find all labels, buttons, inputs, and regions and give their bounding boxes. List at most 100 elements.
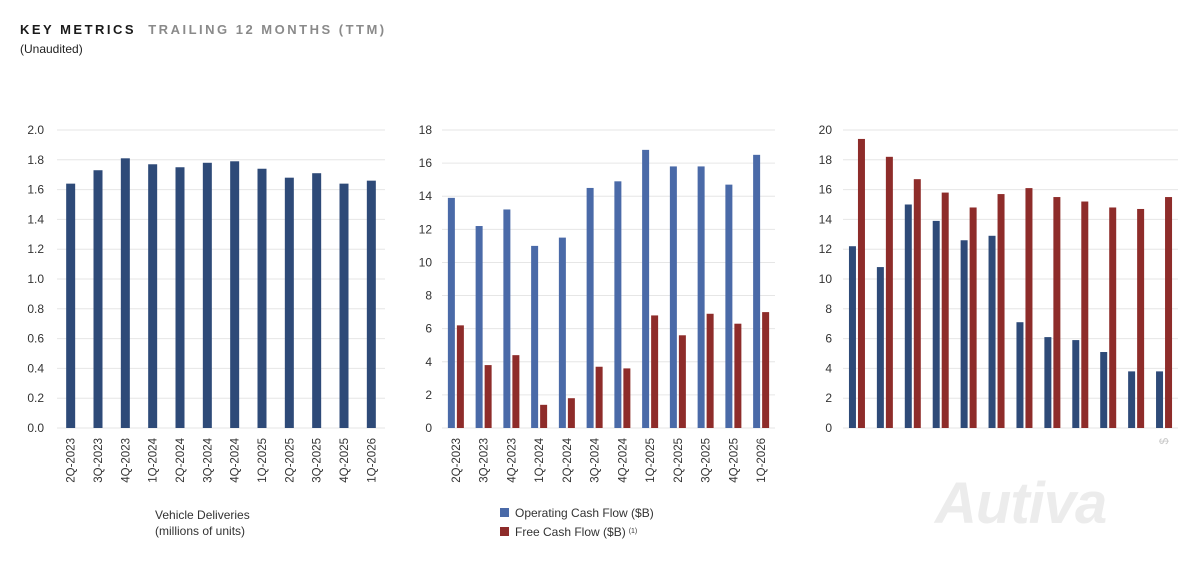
- chart2-xtick-label: 3Q-2023: [479, 438, 491, 483]
- chart2-ytick-label: 4: [425, 355, 432, 369]
- chart2-bar-s2-10: [706, 313, 714, 428]
- chart2-bar-s1-3: [503, 209, 511, 428]
- chart1-ytick-label: 1.0: [27, 272, 44, 286]
- chart1-bar-s1-9: [284, 177, 294, 428]
- chart2-xtick-label: 1Q-2025: [645, 438, 657, 483]
- chart1-bar-s1-5: [175, 167, 185, 428]
- chart3-bar-s2-1: [857, 138, 865, 428]
- legend-item-ocf: Operating Cash Flow ($B): [500, 503, 654, 522]
- chart3-bar-s1-3: [904, 204, 912, 428]
- chart2-bar-s1-5: [558, 237, 566, 428]
- chart2-bar-s2-8: [651, 315, 659, 428]
- chart3-bar-s2-12: [1165, 197, 1173, 428]
- chart3-faded-xtick-label: $: [1159, 437, 1171, 444]
- chart3-bar-s1-8: [1044, 337, 1052, 428]
- watermark-logo: Autiva: [935, 471, 1107, 536]
- chart3-ytick-label: 8: [825, 302, 832, 316]
- chart1-ytick-label: 0.4: [27, 361, 44, 375]
- chart1-xtick-label: 4Q-2023: [120, 438, 132, 483]
- legend-footnote: (1): [628, 528, 638, 535]
- chart1-ytick-label: 1.4: [27, 212, 44, 226]
- chart3-ytick-label: 14: [819, 212, 833, 226]
- chart1-caption-line1: Vehicle Deliveries: [155, 508, 250, 522]
- chart2-xtick-label: 4Q-2025: [728, 438, 740, 483]
- legend-label-fcf: Free Cash Flow ($B): [515, 524, 626, 539]
- chart2-ytick-label: 18: [419, 123, 433, 137]
- chart2-bar-s1-11: [725, 184, 733, 428]
- subtitle: (Unaudited): [20, 42, 83, 56]
- chart2-ytick-label: 6: [425, 322, 432, 336]
- chart2-bar-s1-8: [642, 149, 650, 428]
- chart2-bar-s2-12: [762, 312, 770, 428]
- chart3-bar-s1-11: [1128, 371, 1136, 428]
- legend-swatch-blue: [500, 508, 509, 517]
- chart2-bar-s2-6: [595, 366, 603, 428]
- chart3-bar-s2-10: [1109, 207, 1117, 428]
- chart2-ytick-label: 14: [419, 189, 433, 203]
- chart1-xtick-label: 1Q-2026: [366, 438, 378, 483]
- chart3-bar-s2-3: [913, 179, 921, 428]
- chart3-bar-s2-11: [1137, 208, 1145, 428]
- chart2-legend: Operating Cash Flow ($B) Free Cash Flow …: [500, 503, 654, 541]
- chart1-xtick-label: 1Q-2025: [257, 438, 269, 483]
- chart2-ytick-label: 12: [419, 222, 433, 236]
- chart2-ytick-label: 16: [419, 156, 433, 170]
- chart2-bar-s1-10: [697, 166, 705, 428]
- chart1-ytick-label: 0.0: [27, 421, 44, 435]
- chart2-bar-s2-11: [734, 323, 742, 428]
- chart1-xtick-label: 3Q-2025: [312, 438, 324, 483]
- chart2-xtick-label: 4Q-2023: [506, 438, 518, 483]
- chart3-bar-s1-4: [932, 220, 940, 428]
- chart3-ytick-label: 20: [819, 123, 833, 137]
- page-title: KEY METRICS TRAILING 12 MONTHS (TTM): [20, 22, 387, 37]
- chart3-bar-s1-12: [1156, 371, 1164, 428]
- chart2-bar-s2-3: [512, 355, 520, 428]
- chart3-bar-s1-1: [848, 246, 856, 428]
- chart3-bar-s2-9: [1081, 201, 1089, 428]
- chart2-xtick-label: 4Q-2024: [617, 437, 629, 482]
- chart2-bar-s2-2: [484, 365, 492, 428]
- chart1-bar-s1-6: [202, 162, 212, 428]
- chart1-caption: Vehicle Deliveries (millions of units): [155, 507, 250, 539]
- chart1-caption-line2: (millions of units): [155, 524, 246, 538]
- chart3-bar-s1-10: [1100, 352, 1108, 428]
- chart3-bar-s2-6: [997, 194, 1005, 428]
- chart2-ytick-label: 0: [425, 421, 432, 435]
- chart3-bar-s2-7: [1025, 188, 1033, 428]
- chart1-bar-s1-12: [366, 180, 376, 428]
- legend-label-ocf: Operating Cash Flow ($B): [515, 505, 654, 520]
- chart3-bar-s1-9: [1072, 340, 1080, 428]
- chart1-bar-s1-4: [148, 164, 158, 428]
- chart2-ytick-label: 8: [425, 289, 432, 303]
- chart3-ytick-label: 6: [825, 332, 832, 346]
- chart1-xtick-label: 2Q-2023: [66, 438, 78, 483]
- chart1-xtick-label: 4Q-2024: [230, 437, 242, 482]
- chart2-xtick-label: 1Q-2024: [534, 437, 546, 482]
- chart2-xtick-label: 3Q-2024: [590, 437, 602, 482]
- chart1-xtick-label: 4Q-2025: [339, 438, 351, 483]
- chart1-bar-s1-7: [230, 161, 240, 429]
- chart1-bar-s1-1: [66, 183, 76, 428]
- chart1-ytick-label: 0.8: [27, 302, 44, 316]
- chart3-ytick-label: 4: [825, 361, 832, 375]
- chart3-bar-s2-4: [941, 192, 949, 428]
- chart2-bar-s2-4: [540, 404, 548, 428]
- chart2-ytick-label: 2: [425, 388, 432, 402]
- chart2-bar-s2-1: [456, 325, 464, 428]
- chart3-ytick-label: 12: [819, 242, 833, 256]
- chart2-bar-s1-4: [531, 245, 539, 428]
- title-main: KEY METRICS: [20, 22, 137, 37]
- chart3-ytick-label: 18: [819, 153, 833, 167]
- title-sub: TRAILING 12 MONTHS (TTM): [148, 22, 387, 37]
- chart2-xtick-label: 2Q-2024: [562, 437, 574, 482]
- chart3-bar-s2-5: [969, 207, 977, 428]
- chart2-bar-s1-1: [447, 197, 455, 428]
- chart1-xtick-label: 2Q-2025: [284, 438, 296, 483]
- chart3-bar-s1-2: [876, 267, 884, 428]
- chart2-bar-s2-5: [567, 398, 575, 428]
- chart2-bar-s1-12: [753, 154, 761, 429]
- chart3-ytick-label: 16: [819, 183, 833, 197]
- chart1-bar-s1-11: [339, 183, 349, 428]
- chart3-bar-s1-7: [1016, 322, 1024, 428]
